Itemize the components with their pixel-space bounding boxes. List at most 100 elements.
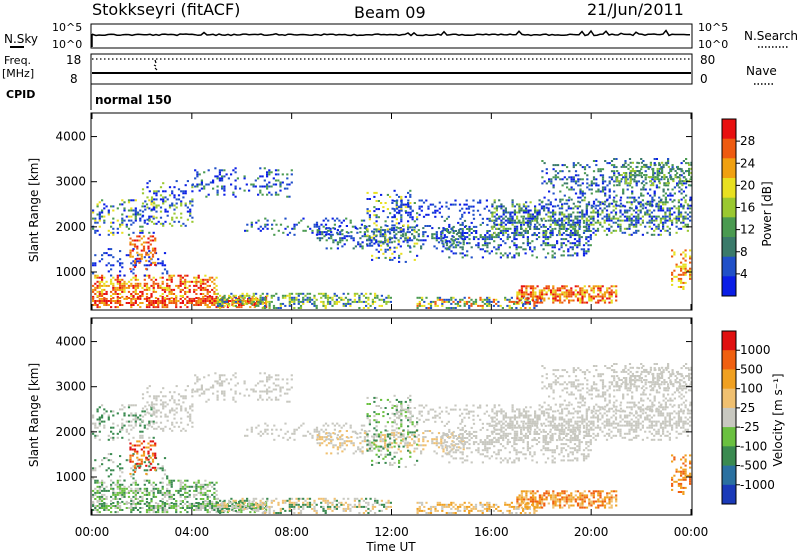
- power-cell: [577, 196, 580, 199]
- power-cell: [413, 226, 416, 229]
- power-cell: [166, 198, 169, 201]
- power-cell: [529, 228, 532, 230]
- power-cell: [502, 229, 505, 232]
- power-cell: [121, 278, 124, 281]
- velocity-cell: [213, 495, 216, 498]
- power-cell: [203, 171, 206, 174]
- power-cell: [204, 278, 207, 281]
- power-cell: [448, 256, 451, 259]
- power-cell: [639, 209, 642, 212]
- power-cell: [361, 241, 364, 244]
- power-cell: [445, 228, 449, 230]
- power-cell: [145, 203, 149, 206]
- power-cell: [587, 248, 590, 251]
- power-cell: [159, 216, 163, 219]
- power-cell: [567, 207, 570, 210]
- power-cell: [452, 236, 455, 239]
- power-cell: [416, 218, 419, 221]
- power-cell: [522, 248, 525, 251]
- power-cell: [463, 236, 467, 239]
- velocity-cell: [98, 438, 101, 441]
- power-cell: [152, 205, 155, 208]
- power-cell: [251, 297, 254, 300]
- power-cell: [398, 256, 401, 259]
- power-cell: [518, 211, 521, 214]
- power-cell: [131, 255, 134, 258]
- power-cell: [340, 221, 343, 224]
- power-cell: [389, 246, 392, 249]
- velocity-cell: [110, 485, 113, 488]
- power-cell: [150, 293, 153, 295]
- power-cell: [604, 188, 607, 191]
- velocity-cell: [98, 416, 101, 419]
- power-cell: [488, 300, 491, 303]
- power-cell: [139, 290, 142, 293]
- power-cell: [631, 196, 634, 199]
- power-cell: [166, 306, 169, 309]
- power-cell: [144, 208, 147, 211]
- power-cell: [658, 167, 661, 170]
- power-cell: [119, 302, 122, 304]
- power-cell: [374, 296, 377, 299]
- power-cell: [452, 240, 455, 243]
- power-cell: [440, 233, 443, 236]
- power-cell: [605, 219, 609, 222]
- power-cell: [544, 238, 547, 241]
- power-cell: [438, 298, 442, 301]
- power-cell: [407, 220, 410, 223]
- power-cell: [686, 229, 689, 232]
- power-cell: [610, 170, 614, 173]
- velocity-cell: [151, 460, 155, 463]
- power-cell: [119, 270, 122, 273]
- power-cell: [548, 180, 551, 183]
- power-cell: [677, 286, 680, 288]
- velocity-cell: [112, 410, 115, 413]
- velocity-cell: [238, 507, 241, 509]
- power-cell: [447, 298, 451, 301]
- power-cell: [629, 174, 632, 176]
- power-cell: [286, 195, 289, 198]
- velocity-cell: [112, 491, 115, 494]
- power-cell: [168, 222, 172, 225]
- power-cell: [367, 302, 370, 305]
- velocity-cell: [116, 493, 119, 496]
- power-cell: [529, 291, 532, 294]
- power-cell: [667, 160, 670, 162]
- velocity-cell: [134, 479, 137, 482]
- power-cell: [101, 284, 104, 287]
- power-cell: [620, 174, 623, 176]
- power-cell: [290, 298, 294, 301]
- power-cell: [133, 259, 137, 262]
- power-cell: [443, 219, 446, 222]
- power-cell: [384, 231, 387, 234]
- power-cell: [141, 302, 144, 304]
- colorbar-swatch: [722, 138, 736, 159]
- power-cell: [110, 248, 113, 251]
- power-cell: [339, 233, 342, 236]
- velocity-cell: [172, 505, 176, 507]
- power-cell: [400, 206, 403, 209]
- power-cell: [506, 230, 509, 232]
- power-cell: [493, 240, 496, 243]
- power-cell: [354, 245, 357, 248]
- power-cell: [682, 160, 685, 162]
- power-cell: [204, 304, 207, 306]
- power-cell: [522, 234, 525, 237]
- velocity-cell: [92, 493, 95, 496]
- power-cell: [567, 254, 570, 257]
- power-cell: [484, 236, 487, 239]
- power-cell: [112, 209, 115, 212]
- velocity-cell: [125, 459, 128, 462]
- velocity-cell: [150, 507, 153, 509]
- power-cell: [508, 307, 511, 309]
- power-cell: [657, 227, 660, 230]
- power-cell: [119, 262, 122, 265]
- power-cell: [657, 209, 660, 212]
- power-cell: [608, 293, 611, 296]
- power-cell: [441, 240, 444, 243]
- power-cell: [191, 190, 194, 193]
- power-cell: [218, 179, 221, 182]
- power-cell: [500, 203, 503, 206]
- velocity-cell: [161, 493, 164, 496]
